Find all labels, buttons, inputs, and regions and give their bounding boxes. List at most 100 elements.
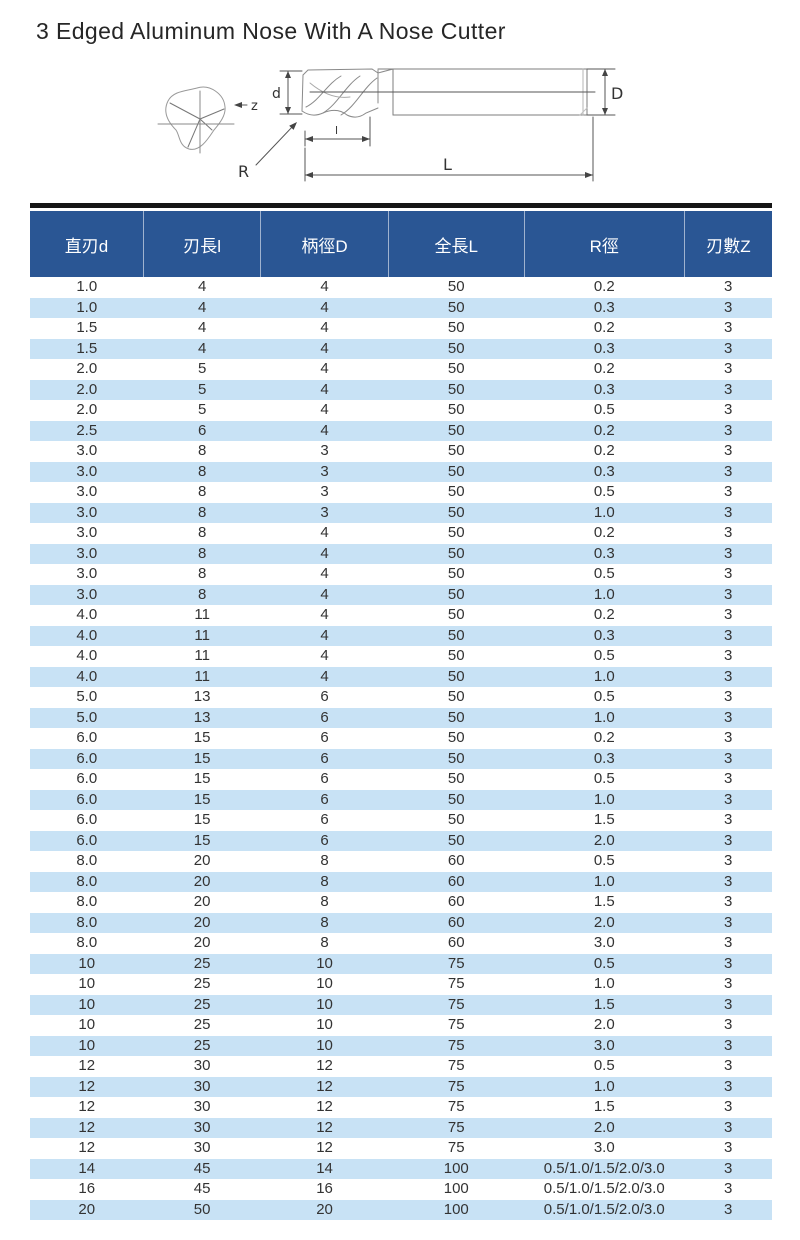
table-row: 8.0 20 8 60 1.0 3 <box>30 871 772 892</box>
table-cell: 3 <box>724 831 733 849</box>
table-cell: 4 <box>320 298 329 316</box>
cutter-technical-drawing: z d D <box>157 68 623 182</box>
table-cell: 6.0 <box>76 811 98 828</box>
table-cell: 11 <box>194 647 210 664</box>
table-cell: 3.0 <box>76 442 98 459</box>
table-cell: 3 <box>724 934 733 951</box>
table-row: 5.0 13 6 50 0.5 3 <box>30 687 772 708</box>
side-view-shank <box>309 68 596 116</box>
table-cell: 12 <box>78 1139 96 1156</box>
table-cell: 6 <box>320 749 329 767</box>
table-row: 8.0 20 8 60 0.5 3 <box>30 851 772 872</box>
side-view-flutes <box>301 68 394 118</box>
table-cell: 15 <box>193 811 211 828</box>
table-cell: 50 <box>447 442 465 459</box>
table-cell: 3 <box>320 483 329 500</box>
arrow-down-icon <box>602 108 608 115</box>
table-cell: 15 <box>193 790 211 808</box>
table-cell: 4.0 <box>76 647 98 664</box>
table-row: 1.5 4 4 50 0.3 3 <box>30 338 772 359</box>
column-header: 刃數Z <box>683 211 772 277</box>
table-cell: 50 <box>447 565 465 582</box>
table-cell: 3 <box>724 954 733 972</box>
table-cell: 5 <box>197 360 207 377</box>
table-row: 6.0 15 6 50 1.5 3 <box>30 810 772 831</box>
table-cell: 6 <box>320 729 329 746</box>
table-cell: 50 <box>447 298 465 316</box>
table-cell: 6 <box>197 421 207 439</box>
table-cell: 20 <box>193 913 211 931</box>
table-cell: 50 <box>447 278 465 295</box>
table-cell: 50 <box>447 770 465 787</box>
table-row: 3.0 8 3 50 0.5 3 <box>30 482 772 503</box>
column-header: 柄徑D <box>260 211 389 277</box>
table-cell: 50 <box>447 462 465 480</box>
table-cell: 0.3 <box>593 298 615 316</box>
table-cell: 15 <box>193 770 211 787</box>
table-cell: 6.0 <box>76 770 98 787</box>
table-cell: 1.5 <box>76 339 98 357</box>
table-cell: 2.5 <box>76 421 98 439</box>
table-cell: 6 <box>320 811 329 828</box>
table-cell: 4 <box>197 278 207 295</box>
table-cell: 4 <box>197 298 207 316</box>
table-row: 3.0 8 3 50 1.0 3 <box>30 502 772 523</box>
table-cell: 8 <box>197 462 207 480</box>
table-cell: 10 <box>78 1036 96 1054</box>
table-cell: 13 <box>193 708 211 726</box>
table-cell: 8 <box>320 934 329 951</box>
table-cell: 3 <box>724 298 733 316</box>
table-cell: 8 <box>320 852 329 869</box>
table-cell: 12 <box>316 1098 333 1115</box>
table-cell: 4 <box>320 667 329 685</box>
table-row: 2.0 5 4 50 0.3 3 <box>30 379 772 400</box>
page-title: 3 Edged Aluminum Nose With A Nose Cutter <box>36 18 506 44</box>
table-cell: 50 <box>447 319 465 336</box>
table-row: 12 30 12 75 2.0 3 <box>30 1117 772 1138</box>
table-cell: 3.0 <box>76 462 98 480</box>
table-cell: 10 <box>316 1016 333 1033</box>
table-cell: 50 <box>447 688 465 705</box>
table-cell: 3 <box>724 1016 733 1033</box>
table-cell: 75 <box>447 1077 465 1095</box>
label-l: l <box>335 124 338 137</box>
table-cell: 10 <box>316 995 333 1013</box>
table-cell: 50 <box>447 483 465 500</box>
table-cell: 0.5 <box>593 688 615 705</box>
table-cell: 3 <box>724 442 733 459</box>
table-row: 10 25 10 75 2.0 3 <box>30 1015 772 1036</box>
table-cell: 1.0 <box>593 975 615 992</box>
table-cell: 8 <box>197 524 207 541</box>
table-cell: 0.5 <box>593 565 615 582</box>
table-cell: 50 <box>447 503 465 521</box>
table-cell: 4 <box>197 319 207 336</box>
table-cell: 3 <box>724 1077 733 1095</box>
table-cell: 75 <box>447 1098 465 1115</box>
table-cell: 12 <box>78 1098 96 1115</box>
table-cell: 3.0 <box>76 503 98 521</box>
table-row: 12 30 12 75 0.5 3 <box>30 1056 772 1077</box>
table-cell: 3 <box>724 1098 733 1115</box>
table-cell: 16 <box>78 1180 96 1197</box>
table-cell: 10 <box>78 975 96 992</box>
table-cell: 50 <box>447 524 465 541</box>
table-cell: 0.3 <box>593 544 615 562</box>
table-cell: 3 <box>724 852 733 869</box>
table-cell: 6.0 <box>76 729 98 746</box>
table-cell: 2.0 <box>76 401 98 418</box>
table-cell: 3 <box>724 360 733 377</box>
table-cell: 30 <box>193 1057 211 1074</box>
label-L: L <box>443 155 452 174</box>
table-cell: 4 <box>320 319 329 336</box>
table-cell: 3 <box>724 462 733 480</box>
table-cell: 20 <box>193 872 211 890</box>
table-cell: 10 <box>78 954 96 972</box>
table-row: 8.0 20 8 60 3.0 3 <box>30 933 772 954</box>
arrow-left-icon <box>305 136 313 142</box>
table-cell: 100 <box>443 1159 469 1177</box>
table-cell: 0.5 <box>593 483 615 500</box>
table-cell: 6 <box>320 770 329 787</box>
table-row: 4.0 11 4 50 0.3 3 <box>30 625 772 646</box>
table-cell: 30 <box>193 1118 211 1136</box>
table-row: 4.0 11 4 50 0.5 3 <box>30 646 772 667</box>
